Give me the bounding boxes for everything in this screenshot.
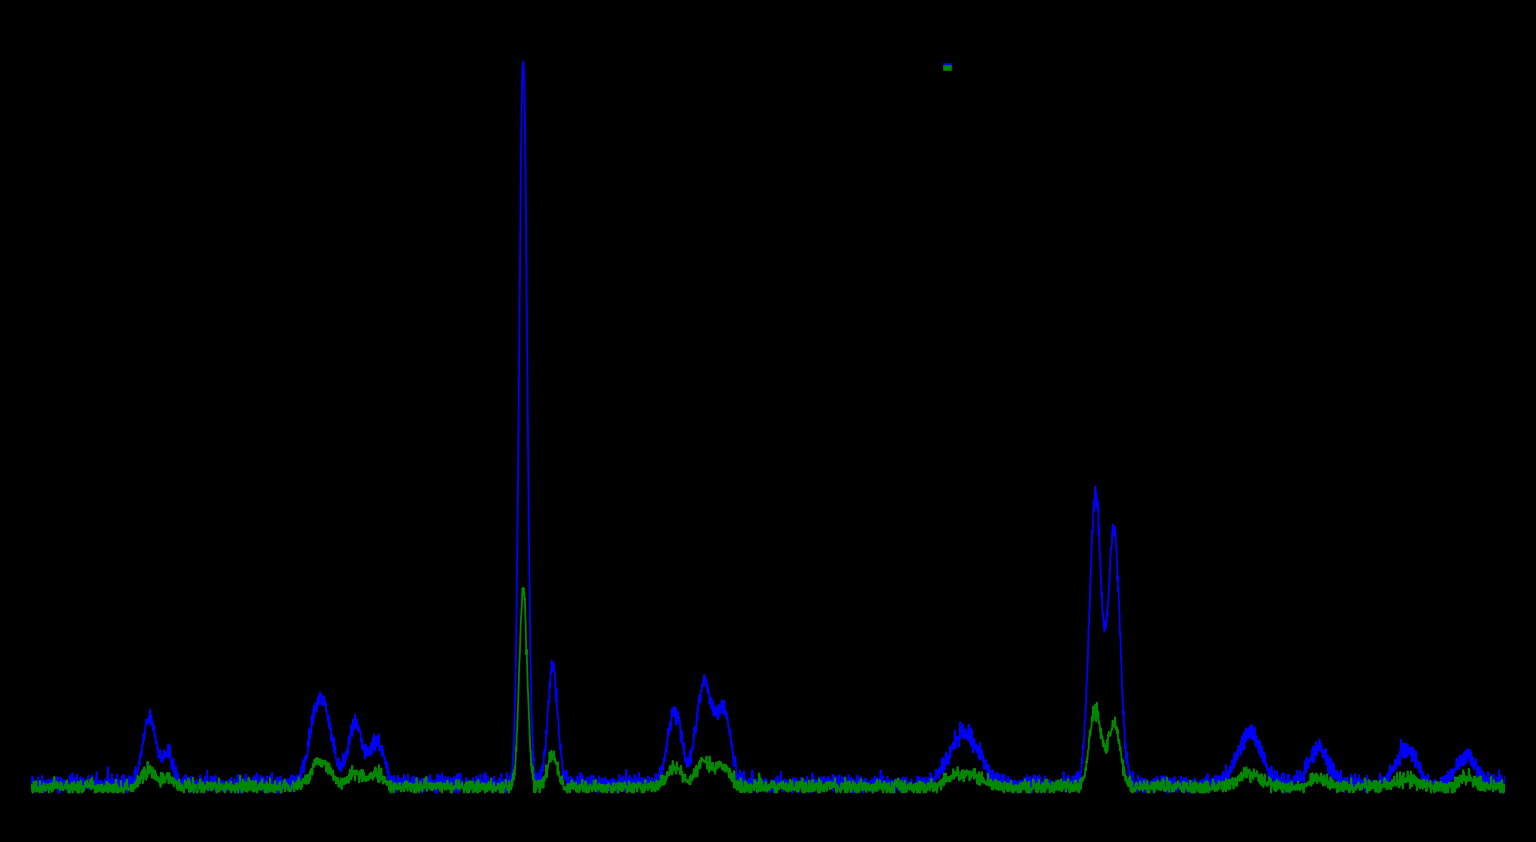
Legend: , : , — [946, 65, 949, 69]
